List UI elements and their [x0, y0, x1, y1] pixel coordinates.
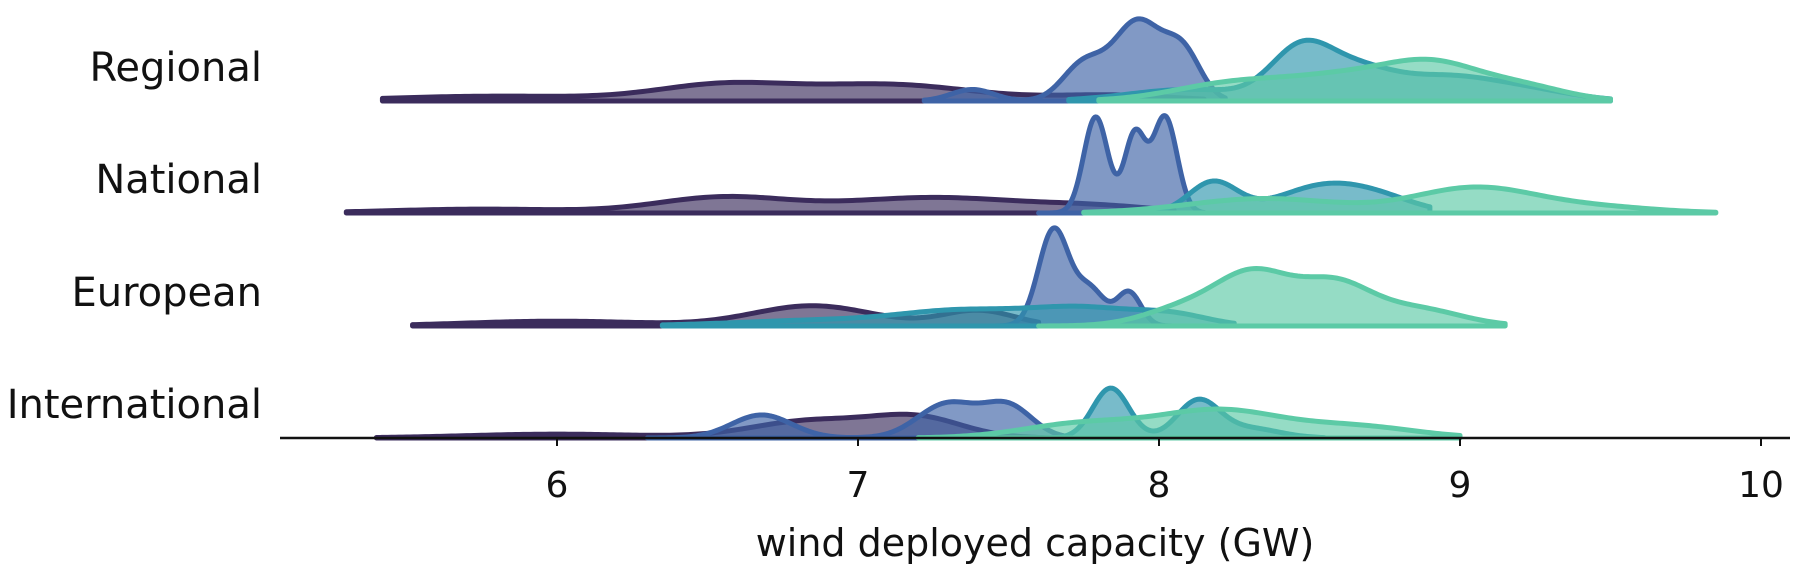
density-outline-regional-2: [921, 16, 1228, 104]
density-outline-international-4: [915, 406, 1463, 441]
x-axis-title: wind deployed capacity (GW): [756, 521, 1315, 565]
density-fill-european-2: [993, 227, 1175, 326]
x-tick-label-7: 7: [847, 465, 870, 506]
density-outline-regional-4: [1096, 56, 1613, 104]
density-outline-national-4: [1081, 184, 1719, 216]
density-outline-european-4: [1036, 266, 1508, 329]
ridge-row-regional: [379, 16, 1613, 104]
row-label-european: European: [71, 270, 262, 316]
x-tick-label-10: 10: [1738, 465, 1784, 506]
x-axis-ticks: 6 7 8 9 10: [546, 438, 1784, 506]
ridge-row-european: [410, 225, 1508, 329]
row-label-national: National: [95, 157, 262, 203]
row-label-regional: Regional: [89, 45, 262, 91]
density-fill-international-2: [647, 401, 1069, 438]
x-tick-label-8: 8: [1148, 465, 1171, 506]
ridge-row-national: [343, 113, 1719, 216]
density-fill-national-2: [1038, 115, 1205, 213]
x-tick-label-6: 6: [546, 465, 569, 506]
ridge-row-international: [373, 385, 1463, 441]
density-fill-regional-4: [1098, 59, 1611, 101]
density-fill-international-4: [918, 409, 1460, 438]
row-labels: Regional National European International: [7, 45, 262, 428]
density-fill-regional-2: [924, 18, 1226, 102]
row-label-international: International: [7, 382, 262, 428]
ridges-layer: [343, 16, 1719, 441]
density-outline-european-3: [659, 303, 1237, 329]
density-outline-national-2: [1036, 113, 1207, 216]
x-tick-label-9: 9: [1449, 465, 1472, 506]
density-outline-national-1: [343, 193, 1177, 216]
